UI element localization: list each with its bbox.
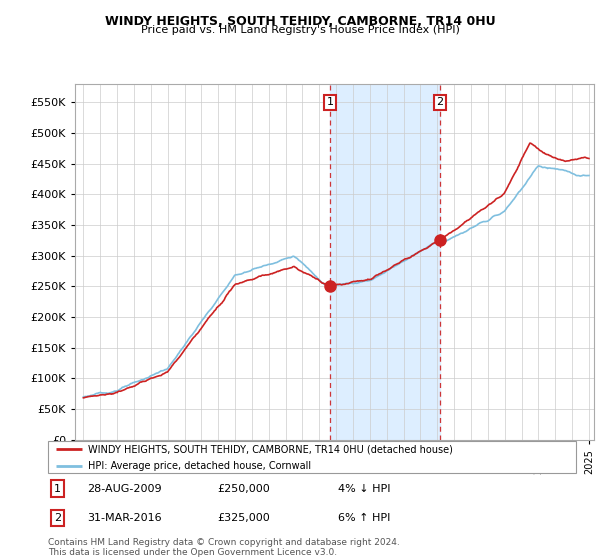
Text: Price paid vs. HM Land Registry's House Price Index (HPI): Price paid vs. HM Land Registry's House … <box>140 25 460 35</box>
Text: 31-MAR-2016: 31-MAR-2016 <box>88 514 162 523</box>
Text: 4% ↓ HPI: 4% ↓ HPI <box>338 484 391 493</box>
Text: 28-AUG-2009: 28-AUG-2009 <box>88 484 162 493</box>
Text: 2: 2 <box>54 514 61 523</box>
Text: 6% ↑ HPI: 6% ↑ HPI <box>338 514 391 523</box>
Text: 1: 1 <box>54 484 61 493</box>
Text: £250,000: £250,000 <box>217 484 270 493</box>
FancyBboxPatch shape <box>48 441 576 473</box>
Text: 1: 1 <box>326 97 334 108</box>
Text: WINDY HEIGHTS, SOUTH TEHIDY, CAMBORNE, TR14 0HU (detached house): WINDY HEIGHTS, SOUTH TEHIDY, CAMBORNE, T… <box>88 445 452 455</box>
Text: Contains HM Land Registry data © Crown copyright and database right 2024.
This d: Contains HM Land Registry data © Crown c… <box>48 538 400 557</box>
Text: HPI: Average price, detached house, Cornwall: HPI: Average price, detached house, Corn… <box>88 461 311 471</box>
Text: £325,000: £325,000 <box>217 514 270 523</box>
Text: 2: 2 <box>437 97 443 108</box>
Text: WINDY HEIGHTS, SOUTH TEHIDY, CAMBORNE, TR14 0HU: WINDY HEIGHTS, SOUTH TEHIDY, CAMBORNE, T… <box>104 15 496 27</box>
Bar <box>330 84 440 440</box>
